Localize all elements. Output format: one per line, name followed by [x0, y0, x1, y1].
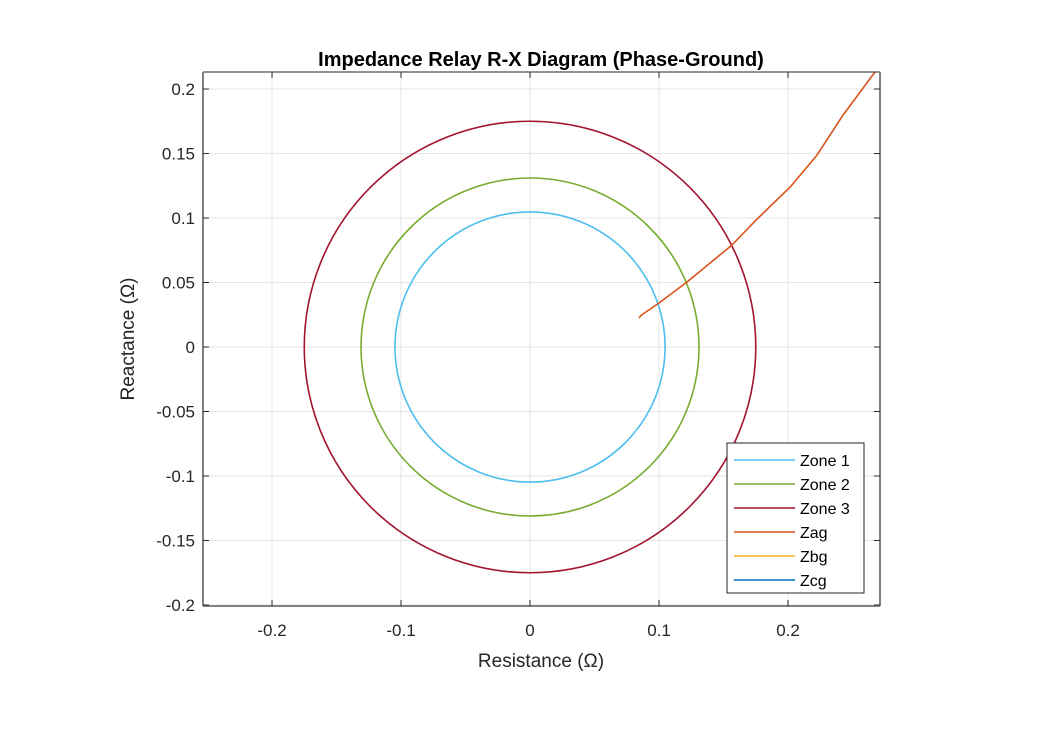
series-zone-1: [394, 211, 666, 483]
legend-label: Zag: [800, 525, 828, 542]
x-tick-label: -0.2: [257, 621, 286, 640]
legend-item-zone-1[interactable]: Zone 1: [734, 453, 850, 470]
grid-lines: [203, 72, 880, 606]
y-tick-label: -0.2: [166, 596, 195, 615]
legend-label: Zone 1: [800, 453, 850, 470]
series-group: [303, 72, 876, 574]
legend-item-zone-3[interactable]: Zone 3: [734, 501, 850, 518]
legend-box: [726, 442, 865, 594]
y-tick-label: 0: [186, 338, 195, 357]
y-tick-label: -0.15: [156, 531, 195, 550]
y-tick-label: -0.1: [166, 467, 195, 486]
legend-item-zbg[interactable]: Zbg: [734, 549, 828, 566]
y-tick-label: 0.2: [171, 80, 195, 99]
legend-label: Zone 2: [800, 477, 850, 494]
legend-item-zag[interactable]: Zag: [734, 525, 828, 542]
y-tick-label: 0.05: [162, 274, 195, 293]
y-tick-label: -0.05: [156, 402, 195, 421]
x-tick-label: 0.1: [647, 621, 671, 640]
y-tick-label: 0.1: [171, 209, 195, 228]
y-tick-label: 0.15: [162, 145, 195, 164]
legend[interactable]: Zone 1 Zone 2 Zone 3 Zag Zbg Zcg: [726, 442, 865, 594]
x-tick-label: -0.1: [386, 621, 415, 640]
y-axis-label: Reactance (Ω): [118, 278, 139, 401]
chart-title: Impedance Relay R-X Diagram (Phase-Groun…: [318, 49, 764, 71]
series-zone-3: [303, 120, 757, 574]
axes: [202, 71, 881, 607]
legend-label: Zone 3: [800, 501, 850, 518]
x-tick-label: 0.2: [776, 621, 800, 640]
series-zag: [638, 72, 876, 319]
legend-item-zone-2[interactable]: Zone 2: [734, 477, 850, 494]
tick-labels: -0.2 -0.1 0 0.1 0.2 0.2 0.15 0.1 0.05 0 -0.05 -0.1 -…: [156, 80, 800, 640]
series-zone-2: [360, 177, 700, 517]
legend-label: Zbg: [800, 549, 828, 566]
legend-label: Zcg: [800, 573, 827, 590]
x-axis-label: Resistance (Ω): [478, 651, 604, 672]
x-tick-label: 0: [525, 621, 534, 640]
legend-item-zcg[interactable]: Zcg: [734, 573, 827, 590]
